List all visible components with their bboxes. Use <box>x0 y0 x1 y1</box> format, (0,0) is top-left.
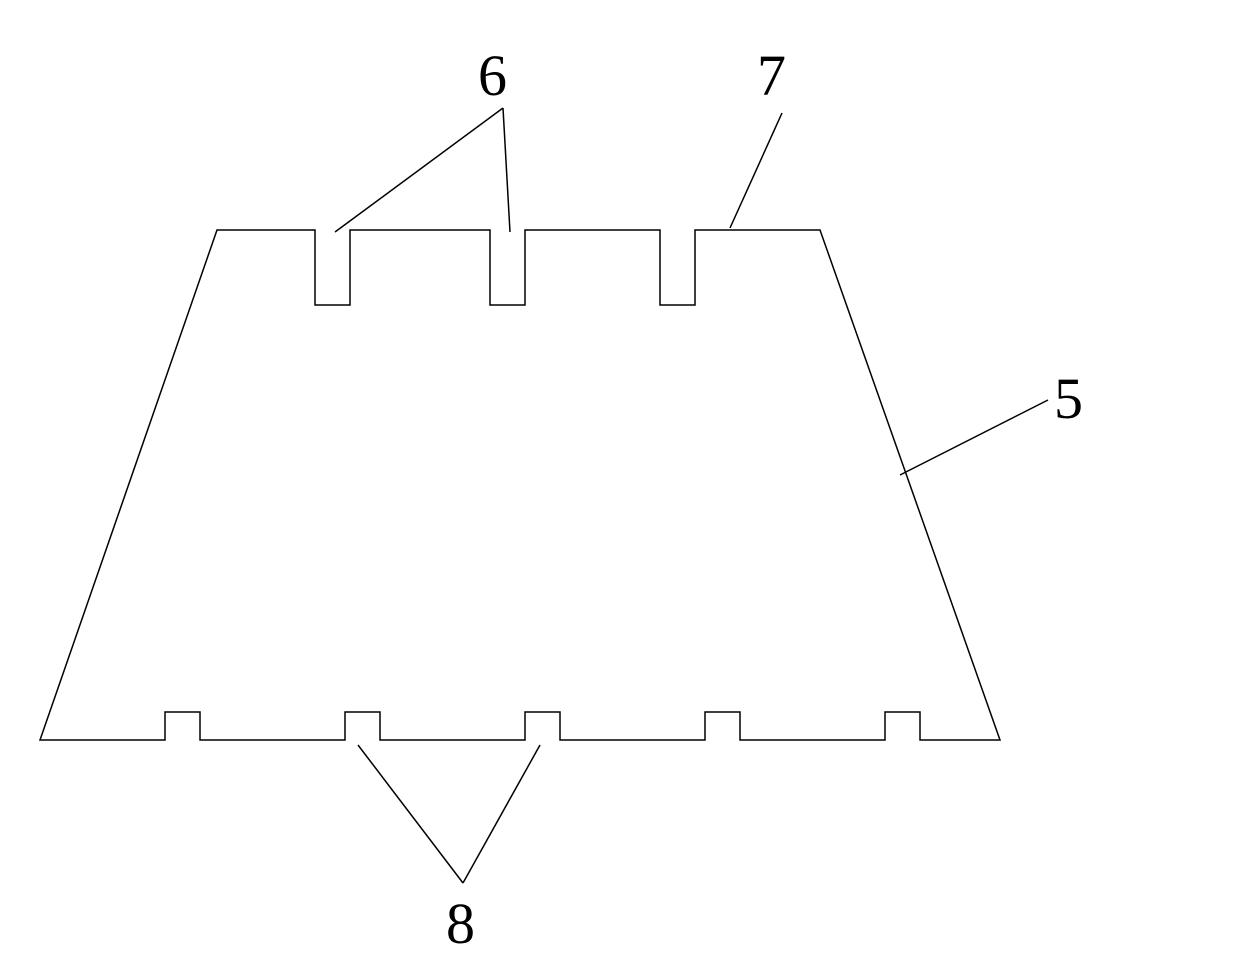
label-6: 6 <box>478 42 507 109</box>
label-7: 7 <box>757 42 786 109</box>
label-8: 8 <box>446 890 475 957</box>
technical-diagram: 6 7 5 8 <box>0 0 1239 973</box>
callout-6-branch-1 <box>335 108 503 232</box>
callout-5 <box>900 400 1048 475</box>
callout-6-branch-2 <box>503 108 510 232</box>
callout-8-branch-1 <box>358 745 463 883</box>
callout-7 <box>730 113 782 228</box>
trapezoid-outline <box>40 230 1000 740</box>
label-5: 5 <box>1054 365 1083 432</box>
diagram-svg <box>0 0 1239 973</box>
callout-8-branch-2 <box>463 745 540 883</box>
